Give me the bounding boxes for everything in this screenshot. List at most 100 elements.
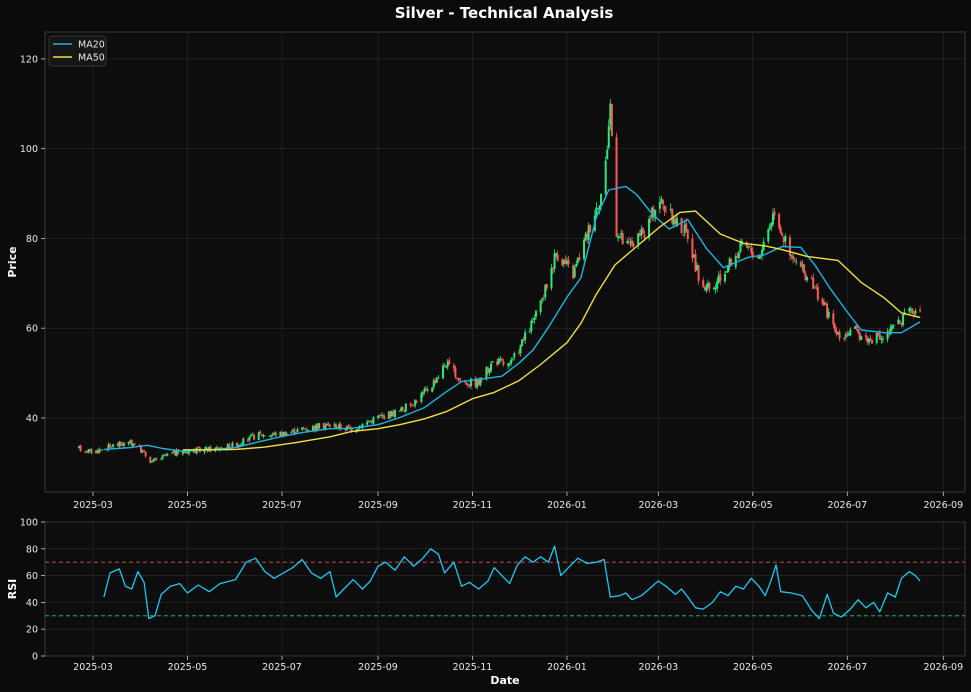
candle-body [378, 415, 381, 417]
candle-body [795, 261, 798, 263]
candle-body [110, 446, 113, 448]
candle-body [513, 353, 516, 358]
candle-body [274, 432, 277, 436]
candle-body [398, 410, 401, 412]
candle-body [293, 429, 296, 434]
candle-body [474, 377, 477, 387]
candle-body [412, 405, 415, 407]
candle-body [846, 333, 849, 336]
candle-body [561, 259, 564, 266]
ma-line-ma20 [103, 185, 921, 452]
candle-body [313, 425, 316, 431]
candle-body [542, 298, 545, 299]
candle-body [866, 337, 869, 343]
candle-body [886, 331, 889, 340]
candle-body [806, 277, 809, 281]
price-x-tick-label: 2025-03 [73, 500, 113, 511]
candle-body [133, 444, 136, 445]
candle-body [315, 424, 318, 430]
candle-body [435, 378, 438, 383]
candle-body [109, 444, 112, 446]
candle-body [174, 450, 177, 456]
candle-body [394, 410, 397, 418]
candle-body [432, 380, 435, 388]
candle-body [231, 442, 234, 448]
candle-body [813, 286, 816, 288]
candle-body [897, 319, 900, 324]
candle-body [263, 435, 266, 437]
candle-body [555, 253, 558, 256]
candle-body [640, 229, 643, 236]
candle-body [347, 425, 350, 428]
rsi-y-tick-label: 40 [26, 598, 38, 609]
candle-body [877, 332, 880, 335]
price-x-tick-label: 2025-11 [453, 500, 493, 511]
candle-body [491, 361, 494, 363]
candle-body [197, 447, 200, 448]
candle-body [149, 456, 152, 463]
candle-body [531, 320, 534, 322]
candle-body [366, 421, 369, 425]
candle-body [627, 241, 630, 243]
candle-body [486, 367, 489, 373]
candle-body [188, 451, 191, 454]
candle-body [140, 445, 143, 453]
candle-body [702, 280, 705, 287]
candle-body [572, 265, 575, 279]
candle-body [468, 385, 471, 387]
rsi-grid [45, 521, 965, 657]
candle-body [280, 431, 283, 436]
candle-body [259, 432, 262, 434]
candle-body [175, 450, 178, 456]
candle-body [843, 337, 846, 339]
candle-body [669, 208, 672, 210]
candle-body [153, 458, 156, 460]
price-x-tick-label: 2026-07 [827, 500, 867, 511]
candle-body [305, 429, 308, 431]
candle-body [452, 365, 455, 369]
candle-body [380, 415, 383, 416]
candle-body [85, 451, 88, 453]
candle-body [792, 256, 795, 259]
candle-body [155, 458, 158, 460]
price-y-tick-label: 100 [20, 144, 38, 155]
candle-body [773, 211, 776, 216]
candle-body [361, 423, 364, 429]
rsi-series [103, 545, 921, 620]
candle-body [550, 268, 553, 289]
candle-body [908, 308, 911, 312]
candle-body [101, 449, 104, 451]
candle-body [403, 410, 406, 412]
candle-body [87, 449, 90, 453]
candle-body [587, 225, 590, 240]
candle-body [816, 287, 819, 300]
rsi-y-tick-label: 100 [20, 518, 38, 529]
candle-body [130, 440, 133, 446]
candle-body [284, 431, 287, 437]
candle-body [164, 454, 167, 456]
candle-body [181, 450, 184, 455]
candle-body [112, 444, 115, 447]
candle-body [714, 288, 717, 290]
candle-body [344, 428, 347, 431]
price-y-tick-label: 80 [26, 234, 38, 245]
candle-body [621, 233, 624, 245]
candle-body [508, 363, 511, 365]
candle-body [658, 202, 661, 209]
candle-body [637, 233, 640, 246]
candle-body [445, 366, 448, 368]
candle-body [517, 352, 520, 354]
candle-body [497, 358, 500, 365]
candle-body [324, 425, 327, 430]
candle-body [327, 423, 330, 425]
candle-body [144, 451, 147, 457]
candle-body [604, 160, 607, 194]
candle-body [784, 236, 787, 242]
candle-body [421, 392, 424, 395]
candle-body [768, 226, 771, 230]
candle-body [692, 254, 695, 258]
candle-body [387, 411, 390, 419]
rsi-axis-ticks: 2025-03 2025-05 2025-07 2025-09 2025-11 2026-… [20, 518, 963, 674]
candle-body [172, 450, 175, 453]
candle-body [356, 428, 359, 431]
